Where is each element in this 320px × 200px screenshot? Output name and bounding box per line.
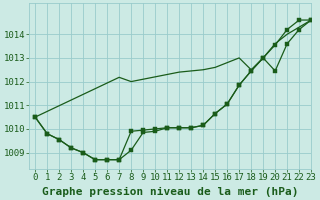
X-axis label: Graphe pression niveau de la mer (hPa): Graphe pression niveau de la mer (hPa) — [42, 186, 298, 197]
